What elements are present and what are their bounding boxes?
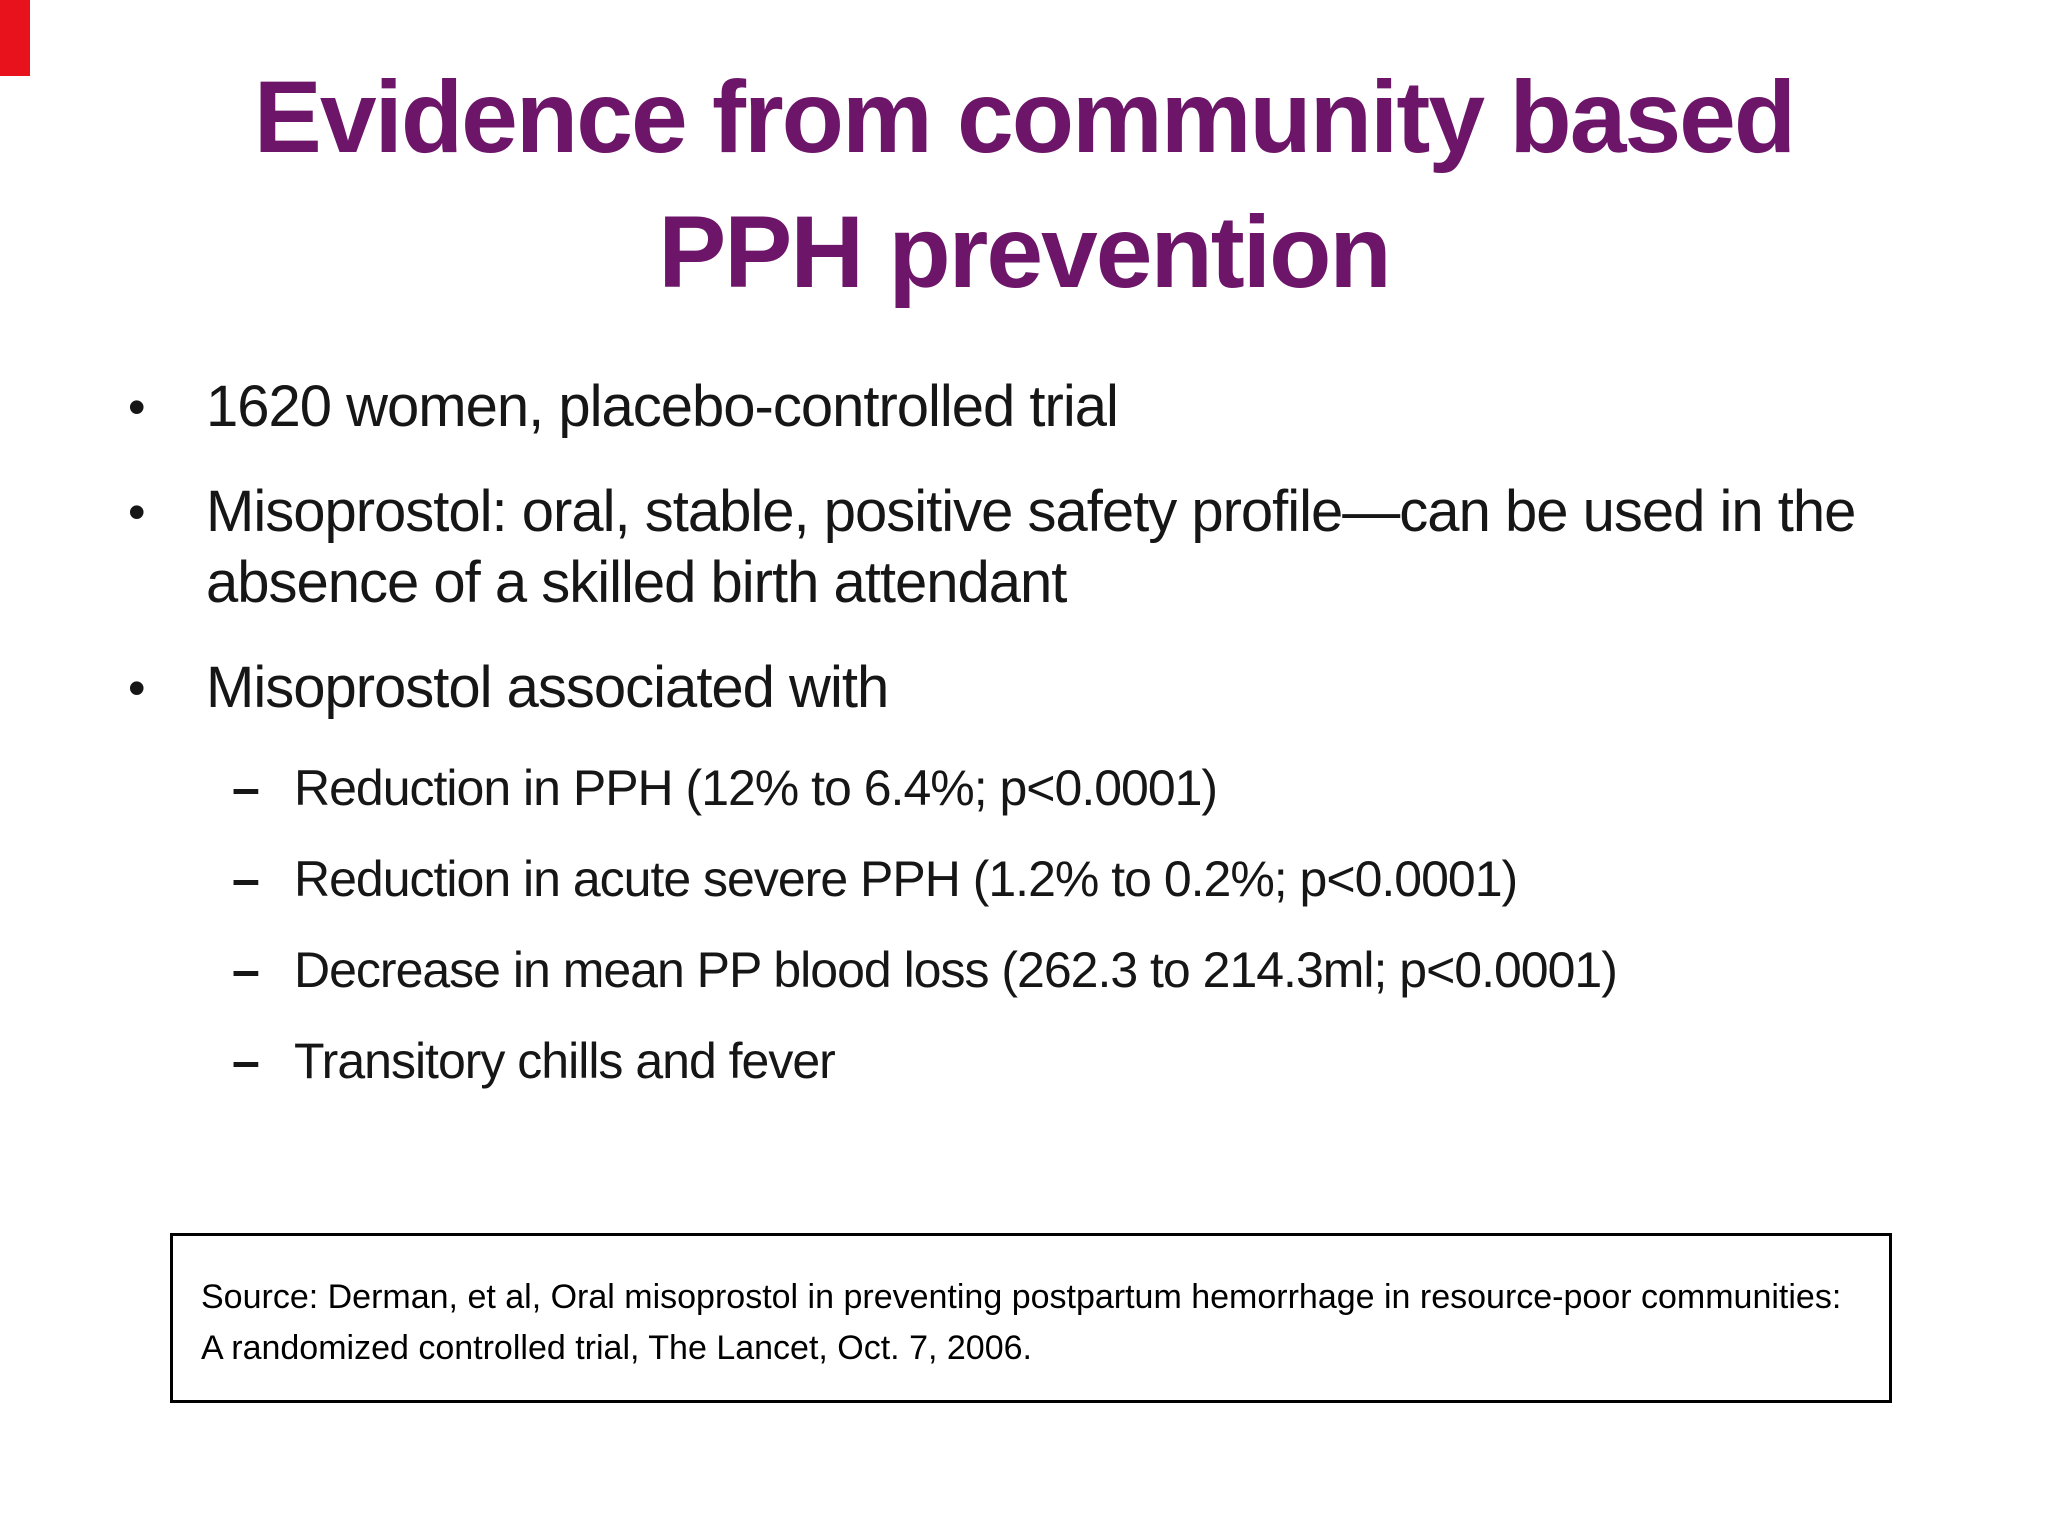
sub-bullet-text: Reduction in acute severe PPH (1.2% to 0… bbox=[294, 850, 1518, 907]
bullet-text: 1620 women, placebo-controlled trial bbox=[206, 374, 1119, 439]
sub-bullet-marker: – bbox=[232, 1032, 260, 1089]
sub-bullet-text: Reduction in PPH (12% to 6.4%; p<0.0001) bbox=[294, 759, 1218, 816]
bullet-marker: • bbox=[128, 379, 146, 435]
bullet-text: Misoprostol: oral, stable, positive safe… bbox=[206, 479, 1856, 615]
sub-bullet-item: – Transitory chills and fever bbox=[232, 1031, 1968, 1092]
corner-accent-bar bbox=[0, 0, 30, 76]
bullet-marker: • bbox=[128, 484, 146, 540]
sub-bullet-marker: – bbox=[232, 850, 260, 907]
bullet-item: • 1620 women, placebo-controlled trial bbox=[128, 372, 1968, 443]
bullet-list: • 1620 women, placebo-controlled trial •… bbox=[128, 372, 1968, 1122]
bullet-text: Misoprostol associated with bbox=[206, 654, 889, 720]
source-text: Source: Derman, et al, Oral misoprostol … bbox=[201, 1278, 1842, 1367]
title-line-1: Evidence from community based bbox=[253, 60, 1796, 174]
title-line-2: PPH prevention bbox=[658, 194, 1391, 309]
sub-bullet-text: Decrease in mean PP blood loss (262.3 to… bbox=[294, 941, 1618, 998]
source-box: Source: Derman, et al, Oral misoprostol … bbox=[170, 1233, 1892, 1403]
sub-bullet-item: – Reduction in PPH (12% to 6.4%; p<0.000… bbox=[232, 758, 1968, 819]
sub-bullet-item: – Reduction in acute severe PPH (1.2% to… bbox=[232, 849, 1968, 910]
bullet-marker: • bbox=[128, 659, 146, 716]
sub-bullet-item: – Decrease in mean PP blood loss (262.3 … bbox=[232, 940, 1968, 1001]
slide-title: Evidence from community based PPH preven… bbox=[110, 50, 1938, 319]
bullet-item: • Misoprostol associated with bbox=[128, 653, 1968, 724]
sub-bullet-marker: – bbox=[232, 941, 260, 998]
sub-bullet-text: Transitory chills and fever bbox=[294, 1032, 836, 1089]
sub-bullet-marker: – bbox=[232, 759, 260, 816]
bullet-item: • Misoprostol: oral, stable, positive sa… bbox=[128, 477, 1968, 619]
